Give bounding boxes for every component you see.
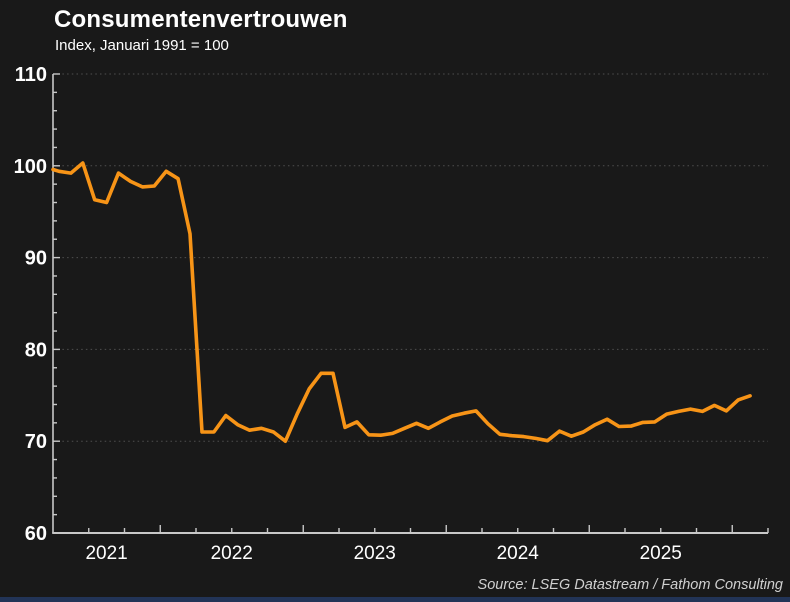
ytick-label: 70 (25, 431, 47, 453)
year-label: 2021 (85, 543, 127, 564)
chart-subtitle: Index, Januari 1991 = 100 (55, 37, 229, 54)
year-label: 2025 (640, 543, 682, 564)
bottom-accent-bar (0, 597, 790, 602)
data-line (51, 161, 752, 444)
year-label: 2023 (354, 543, 396, 564)
ytick-label: 90 (25, 248, 47, 270)
ytick-label: 80 (25, 339, 47, 361)
year-label: 2022 (211, 543, 253, 564)
source-credit: Source: LSEG Datastream / Fathom Consult… (477, 577, 783, 593)
chart-title: Consumentenvertrouwen (54, 6, 348, 33)
ytick-label: 100 (14, 156, 47, 178)
ytick-label: 60 (25, 523, 47, 545)
year-label: 2024 (497, 543, 540, 564)
ytick-label: 110 (15, 64, 47, 86)
